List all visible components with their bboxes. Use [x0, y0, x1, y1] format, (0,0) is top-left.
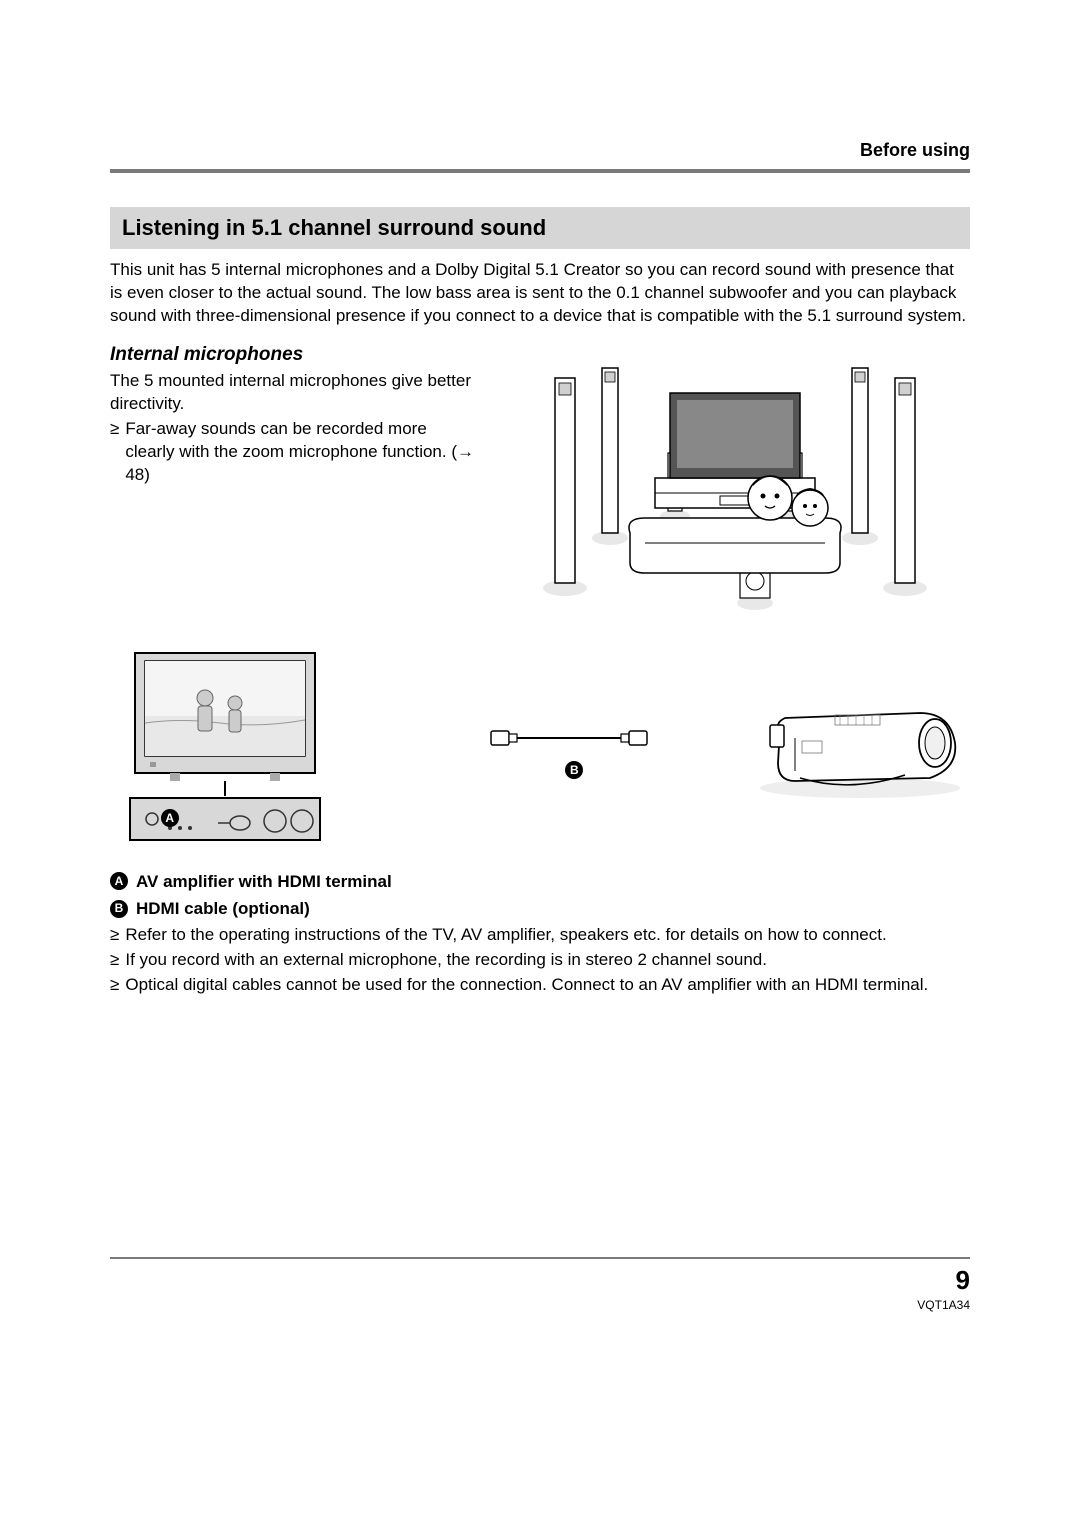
- label-a-badge: A: [161, 809, 179, 827]
- label-b-badge: B: [565, 761, 583, 779]
- tv-amp-block: [110, 648, 340, 848]
- page-ref: 48: [125, 465, 144, 484]
- bullet-text: Far-away sounds can be recorded more cle…: [125, 419, 446, 461]
- left-column: Internal microphones The 5 mounted inter…: [110, 338, 480, 487]
- two-column-block: Internal microphones The 5 mounted inter…: [110, 338, 970, 618]
- label-a-wrapper: A: [161, 809, 179, 827]
- bullet-icon: ≥: [110, 949, 119, 972]
- page-container: Before using Listening in 5.1 channel su…: [0, 0, 1080, 1312]
- note-1: ≥ Refer to the operating instructions of…: [110, 924, 970, 947]
- camcorder-illustration: [740, 693, 970, 803]
- hdmi-cable-block: B: [489, 717, 659, 779]
- note-3-text: Optical digital cables cannot be used fo…: [125, 974, 928, 997]
- hdmi-cable-illustration: [489, 717, 659, 767]
- note-3: ≥ Optical digital cables cannot be used …: [110, 974, 970, 997]
- footer-rule: [110, 1257, 970, 1259]
- connection-diagram-row: A B: [110, 648, 970, 848]
- internal-mics-desc: The 5 mounted internal microphones give …: [110, 370, 480, 416]
- page-number: 9: [110, 1265, 970, 1296]
- right-column: [500, 338, 970, 618]
- bullet-icon: ≥: [110, 974, 119, 997]
- tv-amp-stack: [110, 648, 340, 848]
- legend-b-text: HDMI cable (optional): [136, 895, 310, 922]
- legend-a: A AV amplifier with HDMI terminal: [110, 868, 970, 895]
- note-2-text: If you record with an external microphon…: [125, 949, 767, 972]
- header-rule: [110, 169, 970, 173]
- doc-code: VQT1A34: [110, 1298, 970, 1312]
- header-section-label: Before using: [110, 140, 970, 161]
- legend-a-badge: A: [110, 872, 128, 890]
- legend-b: B HDMI cable (optional): [110, 895, 970, 922]
- legend-a-text: AV amplifier with HDMI terminal: [136, 868, 392, 895]
- note-2: ≥ If you record with an external microph…: [110, 949, 970, 972]
- legend-b-badge: B: [110, 900, 128, 918]
- internal-mics-heading: Internal microphones: [110, 344, 480, 366]
- section-intro: This unit has 5 internal microphones and…: [110, 259, 970, 328]
- internal-mics-bullet: ≥ Far-away sounds can be recorded more c…: [110, 418, 480, 487]
- section-title: Listening in 5.1 channel surround sound: [110, 207, 970, 249]
- home-theater-illustration: [525, 338, 945, 618]
- bullet-icon: ≥: [110, 418, 119, 441]
- bullet-icon: ≥: [110, 924, 119, 947]
- arrow-icon: →: [457, 442, 474, 461]
- camcorder-block: [740, 693, 970, 803]
- internal-mics-bullet-text: Far-away sounds can be recorded more cle…: [125, 418, 480, 487]
- note-1-text: Refer to the operating instructions of t…: [125, 924, 886, 947]
- tv-amp-illustration: [110, 648, 340, 848]
